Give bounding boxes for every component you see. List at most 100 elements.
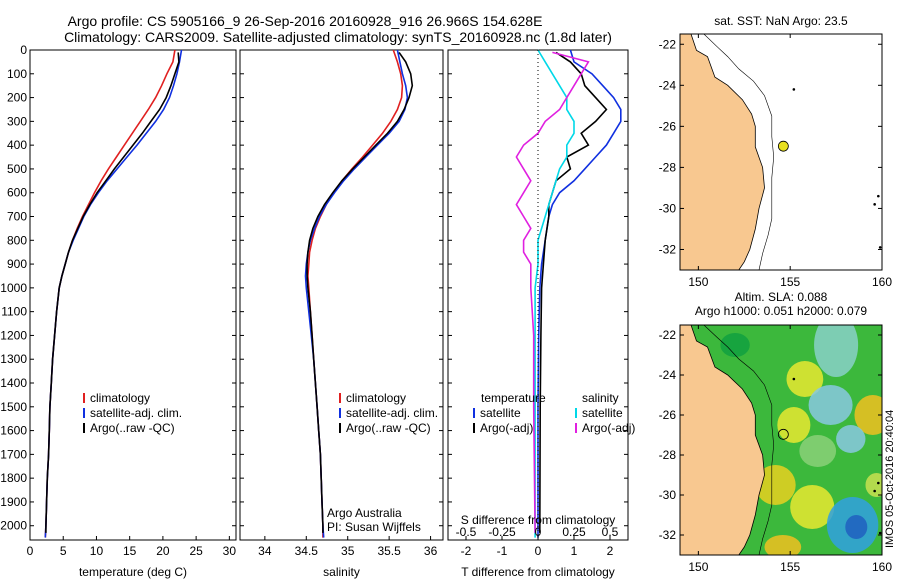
difference-temp-legend-label: Argo(-adj) bbox=[480, 421, 533, 435]
title-line-2-text: Climatology: CARS2009. Satellite-adjuste… bbox=[64, 29, 612, 45]
depth-tick-label: 400 bbox=[7, 138, 27, 152]
salinity-xtick-label: 35 bbox=[341, 544, 355, 558]
temperature-panel-series-argo-raw-qc- bbox=[45, 52, 180, 533]
sla-map-ytick-label: -32 bbox=[659, 528, 677, 542]
sla-map-ytick-label: -24 bbox=[659, 368, 677, 382]
difference-xtick-label: -2 bbox=[461, 544, 472, 558]
temperature-legend-label: Argo(..raw -QC) bbox=[90, 421, 175, 435]
salinity-xtick-label: 36 bbox=[424, 544, 438, 558]
difference-panel-series-s-satellite bbox=[534, 49, 575, 538]
depth-tick-label: 1700 bbox=[0, 447, 27, 461]
sla-anomaly-blob bbox=[786, 361, 824, 397]
salinity-xtick-label: 34 bbox=[258, 544, 272, 558]
sla-anomaly-blob bbox=[836, 425, 866, 453]
sla-map-content bbox=[680, 325, 882, 555]
difference-s-xlabel: S difference from climatology bbox=[461, 513, 616, 527]
depth-tick-label: 1600 bbox=[0, 424, 27, 438]
depth-tick-label: 1500 bbox=[0, 400, 27, 414]
depth-tick-label: 1200 bbox=[0, 328, 27, 342]
sla-map-title-line2: Argo h1000: 0.051 h2000: 0.079 bbox=[695, 304, 867, 318]
difference-xtick-label: 1 bbox=[571, 544, 578, 558]
sst-map-island bbox=[873, 203, 876, 206]
difference-s-tick-label: 0 bbox=[535, 525, 542, 539]
sla-map-xtick-label: 150 bbox=[688, 560, 708, 574]
sst-map-ytick-label: -26 bbox=[659, 119, 677, 133]
sst-map-island bbox=[792, 88, 796, 91]
salinity-annotation-line1: Argo Australia bbox=[327, 506, 402, 520]
sst-map-frame bbox=[679, 33, 883, 271]
difference-legend-temp-header: temperature bbox=[481, 391, 546, 405]
salinity-annotation-line2: PI: Susan Wijffels bbox=[327, 520, 421, 534]
sla-map-ytick-label: -26 bbox=[659, 408, 677, 422]
sst-map-ytick-label: -22 bbox=[659, 37, 677, 51]
sla-anomaly-blob bbox=[755, 465, 796, 505]
sla-map-float-marker bbox=[777, 428, 789, 440]
difference-xtick-label: -1 bbox=[497, 544, 508, 558]
depth-tick-label: 900 bbox=[7, 257, 27, 271]
salinity-panel-frame bbox=[239, 49, 444, 541]
difference-xtick-label: 2 bbox=[607, 544, 614, 558]
sla-map-land bbox=[680, 325, 765, 555]
sst-map-xtick-label: 160 bbox=[872, 275, 892, 289]
depth-tick-label: 500 bbox=[7, 162, 27, 176]
temperature-xtick-label: 30 bbox=[223, 544, 237, 558]
sst-map-xtick-label: 150 bbox=[688, 275, 708, 289]
sla-anomaly-blob bbox=[799, 435, 837, 467]
difference-xlabel: T difference from climatology bbox=[461, 565, 615, 579]
difference-panel-series-t-satellite bbox=[537, 49, 622, 538]
salinity-xtick-label: 34.5 bbox=[295, 544, 319, 558]
depth-tick-label: 0 bbox=[20, 43, 27, 57]
sst-map-content bbox=[680, 34, 882, 270]
depth-tick-label: 1100 bbox=[1, 305, 27, 319]
sla-anomaly-blob bbox=[845, 515, 868, 539]
depth-tick-label: 2000 bbox=[0, 519, 27, 533]
title-line-1: Argo profile: CS 5905166_9 26-Sep-2016 2… bbox=[0, 13, 900, 29]
difference-legend-sal-header: salinity bbox=[582, 391, 619, 405]
temperature-legend-label: climatology bbox=[90, 391, 150, 405]
sla-map-ytick-label: -22 bbox=[659, 328, 677, 342]
depth-tick-label: 200 bbox=[7, 91, 27, 105]
sla-map: -22 -24 -26 -28 -30 -32 150 155 160 bbox=[659, 324, 892, 574]
temperature-xtick-label: 10 bbox=[90, 544, 104, 558]
temperature-xtick-label: 25 bbox=[189, 544, 203, 558]
sst-map: -22 -24 -26 -28 -30 -32 150 155 160 bbox=[659, 33, 892, 289]
temperature-legend-label: satellite-adj. clim. bbox=[90, 406, 182, 420]
sst-map-ytick-label: -24 bbox=[659, 78, 677, 92]
sst-map-xtick-label: 155 bbox=[780, 275, 800, 289]
sla-map-island bbox=[792, 377, 796, 381]
depth-tick-label: 600 bbox=[7, 186, 27, 200]
title-line-2: Climatology: CARS2009. Satellite-adjuste… bbox=[0, 29, 900, 45]
salinity-legend-label: Argo(..raw -QC) bbox=[346, 421, 431, 435]
sla-anomaly-blob bbox=[764, 535, 802, 555]
depth-tick-label: 1300 bbox=[0, 352, 27, 366]
temperature-xtick-label: 5 bbox=[60, 544, 67, 558]
depth-tick-label: 700 bbox=[7, 210, 27, 224]
sla-anomaly-blob bbox=[854, 395, 882, 435]
sla-map-island bbox=[877, 481, 880, 485]
depth-tick-label: 100 bbox=[7, 67, 27, 81]
difference-s-tick-label: 0.5 bbox=[602, 525, 619, 539]
sla-map-island bbox=[878, 531, 882, 535]
sla-map-title-line1: Altim. SLA: 0.088 bbox=[735, 290, 828, 304]
difference-s-tick-label: -0.5 bbox=[456, 525, 477, 539]
temperature-xtick-label: 0 bbox=[27, 544, 34, 558]
sla-anomaly-blob bbox=[808, 385, 853, 425]
sla-anomaly-blob bbox=[790, 485, 835, 529]
temperature-xtick-label: 20 bbox=[156, 544, 170, 558]
sst-map-land bbox=[680, 34, 765, 270]
sla-anomaly-blob bbox=[865, 473, 882, 497]
depth-tick-label: 800 bbox=[7, 233, 27, 247]
difference-s-tick-label: -0.25 bbox=[488, 525, 516, 539]
depth-tick-label: 1900 bbox=[0, 495, 27, 509]
depth-tick-label: 300 bbox=[7, 114, 27, 128]
temperature-xtick-label: 15 bbox=[123, 544, 137, 558]
sst-map-ytick-label: -32 bbox=[659, 242, 677, 256]
sst-map-island bbox=[877, 194, 880, 198]
sst-map-ytick-label: -28 bbox=[659, 160, 677, 174]
difference-panel-series-s-argo-adj- bbox=[515, 51, 590, 533]
difference-xtick-label: 0 bbox=[535, 544, 542, 558]
sla-map-ytick-label: -30 bbox=[659, 488, 677, 502]
credit-label: IMOS 05-Oct-2016 20:40:04 bbox=[884, 410, 896, 548]
temperature-panel-frame bbox=[29, 49, 237, 541]
